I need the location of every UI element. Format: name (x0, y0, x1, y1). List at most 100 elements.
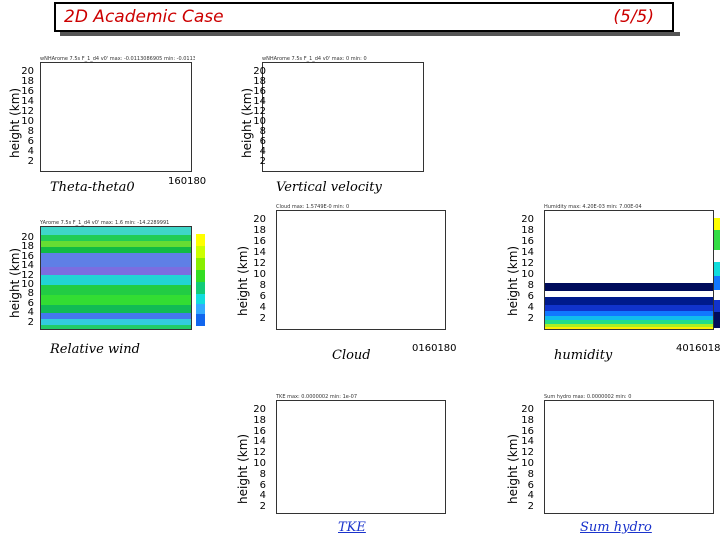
y-tick-label: 12 (253, 258, 266, 269)
caption-humidity: humidity (554, 348, 613, 363)
y-tick-label: 10 (21, 116, 34, 127)
y-tick-label: 14 (253, 436, 266, 448)
y-tick-label: 4 (259, 490, 266, 502)
band (41, 319, 191, 325)
y-tick-label: 8 (527, 468, 534, 480)
band (545, 320, 713, 324)
band (41, 305, 191, 313)
y-tick-label: 20 (253, 404, 266, 415)
y-tick-label: 8 (259, 468, 266, 480)
y-axis-label: height (km) (236, 245, 250, 316)
y-tick-label: 16 (253, 236, 266, 247)
y-tick-label: 16 (21, 250, 34, 262)
band (41, 267, 191, 275)
plot-area (276, 400, 446, 514)
y-tick-label: 2 (527, 313, 534, 324)
y-tick-label: 14 (21, 260, 34, 272)
y-tick-label: 10 (253, 116, 266, 127)
y-tick-label: 4 (527, 302, 534, 313)
band (41, 253, 191, 267)
y-axis-label: height (km) (236, 433, 250, 504)
band (545, 305, 713, 311)
panel-header: Humidity max: 4.20E-03 min: 7.00E-04 (544, 204, 642, 210)
band (545, 283, 713, 291)
y-tick-label: 2 (259, 156, 266, 167)
band (41, 295, 191, 305)
y-tick-label: 16 (253, 86, 266, 97)
y-tick-label: 20 (521, 404, 534, 415)
y-tick-label: 12 (253, 106, 266, 117)
y-tick-label: 18 (253, 414, 266, 426)
caption-tke[interactable]: TKE (338, 520, 366, 535)
y-tick-label: 6 (527, 291, 534, 302)
plot-area (276, 210, 446, 330)
y-axis-label: height (km) (506, 245, 520, 316)
y-tick-label: 18 (521, 225, 534, 236)
band (545, 297, 713, 305)
band (41, 235, 191, 241)
band (545, 324, 713, 327)
y-tick-label: 18 (253, 225, 266, 236)
panel-header: wNHArome 7.5s F_1_d4 v0' max: -0.0113086… (40, 56, 195, 62)
y-tick-label: 8 (259, 126, 266, 137)
y-tick-label: 4 (259, 302, 266, 313)
band (41, 227, 191, 235)
caption-theta: Theta-theta0 (50, 180, 135, 195)
y-tick-label: 4 (527, 490, 534, 502)
caption-relative-wind: Relative wind (50, 342, 140, 357)
y-axis-label: height (km) (506, 433, 520, 504)
y-tick-label: 18 (21, 76, 34, 87)
plot-area (40, 62, 192, 172)
y-tick-label: 12 (521, 447, 534, 459)
title-bar: 2D Academic Case (5/5) (54, 2, 674, 32)
y-tick-label: 8 (27, 126, 34, 137)
panel-header: Cloud max: 1.5749E-0 min: 0 (276, 204, 350, 210)
y-tick-label: 18 (253, 76, 266, 87)
plot-area (544, 210, 714, 330)
x-ticks: 0160180 (412, 343, 457, 354)
page-counter: (5/5) (613, 7, 654, 27)
y-tick-label: 14 (521, 436, 534, 448)
band (41, 247, 191, 253)
plot-area (262, 62, 424, 172)
caption-cloud: Cloud (332, 348, 371, 363)
y-tick-label: 4 (259, 146, 266, 157)
x-ticks: 40160180 (676, 343, 720, 354)
page-title: 2D Academic Case (64, 7, 224, 27)
y-tick-label: 10 (521, 458, 534, 469)
panel-header: Sum hydro max: 0.0000002 min: 0 (544, 394, 632, 400)
y-tick-label: 8 (27, 288, 34, 300)
y-tick-label: 18 (21, 241, 34, 253)
plot-area (544, 400, 714, 514)
y-tick-label: 16 (521, 236, 534, 247)
y-tick-label: 20 (253, 66, 266, 77)
y-tick-label: 12 (21, 106, 34, 117)
y-tick-label: 14 (521, 247, 534, 258)
y-tick-label: 20 (21, 66, 34, 77)
y-tick-label: 6 (27, 297, 34, 309)
panel-header: YArome 7.5s F_1_d4 v0' max: 1.6 min: -14… (40, 220, 170, 226)
y-tick-label: 12 (521, 258, 534, 269)
y-tick-label: 20 (521, 214, 534, 225)
y-tick-label: 20 (21, 232, 34, 243)
y-tick-label: 2 (27, 316, 34, 328)
y-tick-label: 10 (521, 269, 534, 280)
band (41, 313, 191, 319)
band (41, 275, 191, 285)
y-tick-label: 14 (21, 96, 34, 107)
panel-header: TKE max: 0.0000002 min: 1e-07 (276, 394, 358, 400)
y-tick-label: 16 (253, 425, 266, 437)
y-tick-label: 16 (21, 86, 34, 97)
panel-header: wNHArome 7.5s F_1_d4 v0' max: 0 min: 0 (262, 56, 367, 62)
caption-sum-hydro[interactable]: Sum hydro (580, 520, 652, 535)
caption-vertical-velocity: Vertical velocity (276, 180, 382, 195)
y-tick-label: 6 (27, 136, 34, 147)
y-tick-label: 6 (259, 136, 266, 147)
title-shadow (60, 32, 680, 36)
x-ticks: 160180 (168, 176, 207, 187)
y-tick-label: 6 (259, 291, 266, 302)
band (41, 241, 191, 247)
y-tick-label: 2 (27, 156, 34, 167)
y-tick-label: 14 (253, 96, 266, 107)
y-tick-label: 8 (259, 280, 266, 291)
